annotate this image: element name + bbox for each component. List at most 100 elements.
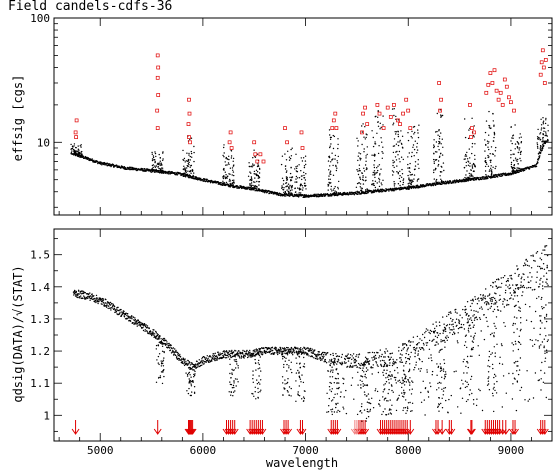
top-red-points [73,48,548,164]
top-red-point [331,118,336,123]
top-point [512,168,514,170]
bottom-point [362,383,364,385]
top-point [489,153,491,155]
top-point [70,148,72,150]
top-point [510,126,512,128]
top-point [397,144,400,147]
bottom-point [191,367,193,370]
bottom-point [385,348,387,350]
bottom-point [235,367,237,369]
bottom-point [522,284,525,287]
bottom-point [379,405,381,407]
top-point [433,158,435,161]
top-point [413,178,415,180]
bottom-point [258,359,260,362]
bottom-point [303,353,305,355]
top-point [541,146,544,149]
top-point [294,168,296,170]
bottom-point [193,392,196,394]
top-point [519,157,521,160]
top-point [281,177,284,179]
bottom-point [134,319,137,321]
top-point [303,171,305,174]
bottom-point [470,317,472,319]
bottom-point [368,362,370,364]
top-point [258,189,261,191]
top-point [541,141,543,143]
bottom-point [251,353,253,355]
bottom-point [534,372,537,374]
bottom-point [286,382,288,385]
top-point [413,155,415,157]
bottom-point [305,348,307,350]
top-point [255,174,258,177]
top-point [364,138,366,140]
top-point [376,182,378,184]
bottom-point [364,356,367,358]
bottom-point [521,286,524,288]
bottom-point [235,361,238,363]
top-point [295,175,298,178]
top-point [411,185,414,187]
bottom-point [435,325,438,327]
bottom-point [370,366,373,368]
top-point [130,166,132,169]
top-point [537,153,540,155]
top-point [357,140,359,142]
top-point [433,145,435,148]
top-y-tick-label: 100 [30,12,50,25]
bottom-point [233,351,235,353]
top-point [372,136,374,139]
bottom-point [470,299,472,302]
bottom-point [158,353,161,355]
bottom-point [184,358,186,360]
top-point [542,141,544,143]
bottom-point [502,300,504,303]
bottom-y-tick-label: 1.5 [30,249,50,262]
top-point [70,143,72,146]
bottom-point [510,277,512,279]
bottom-point [194,373,196,375]
bottom-point [286,381,289,384]
top-point [416,180,418,182]
top-point [407,174,409,177]
bottom-point [402,343,404,345]
top-red-point [228,130,233,135]
top-point [491,170,493,173]
top-point [392,124,394,126]
top-point [327,160,330,162]
bottom-point [422,342,425,345]
top-point [465,155,468,157]
bottom-point [231,356,234,358]
bottom-y-tick-label: 1.4 [30,281,50,294]
top-point [371,154,373,156]
chart-title: Field candels-cdfs-36 [8,0,172,14]
bottom-point [476,398,478,400]
top-point [287,190,289,193]
bottom-point [431,359,433,362]
bottom-point [419,359,421,361]
top-point [263,189,266,192]
bottom-point [140,322,142,324]
bottom-point [390,356,392,358]
bottom-point [353,398,355,400]
top-point [362,123,364,125]
top-point [232,171,235,173]
bottom-point [139,321,141,323]
bottom-point [105,298,107,301]
top-point [363,170,366,172]
top-point [456,179,459,182]
top-point [287,183,290,185]
bottom-point [526,287,528,289]
bottom-point [183,358,185,361]
bottom-point [300,347,302,349]
top-point [375,115,377,118]
bottom-point [429,332,431,335]
bottom-point [410,351,412,354]
bottom-point [390,352,392,355]
top-point [438,138,441,140]
top-point [488,148,490,151]
bottom-point [325,354,327,356]
top-point [518,137,521,139]
top-point [359,178,362,180]
